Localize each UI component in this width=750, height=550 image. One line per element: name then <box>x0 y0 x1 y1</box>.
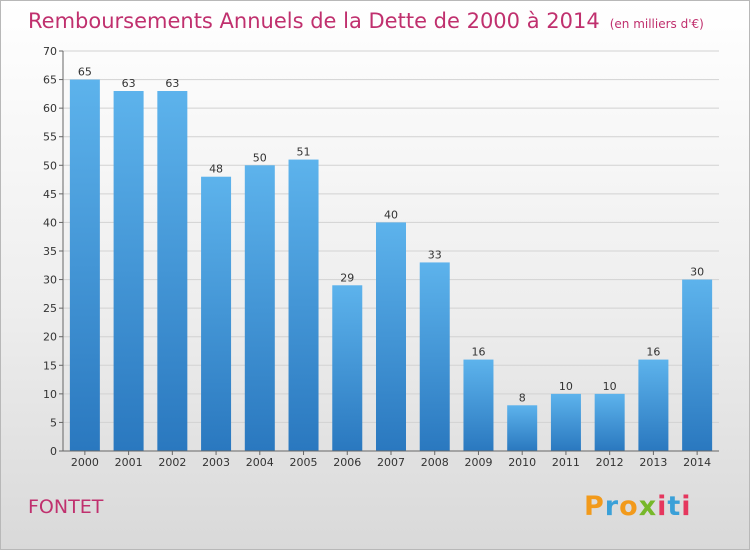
y-axis-ticks: 0 5 10 15 20 25 30 35 40 45 50 55 60 65 70 <box>43 45 63 458</box>
logo-letter: x <box>638 491 658 522</box>
logo-letter: t <box>667 491 682 522</box>
bar-value-label: 16 <box>471 346 485 359</box>
y-tick-label: 15 <box>43 359 57 372</box>
bar-value-label: 63 <box>165 77 179 90</box>
y-tick-label: 50 <box>43 159 57 172</box>
bar <box>244 165 275 452</box>
x-tick-label: 2001 <box>115 456 143 469</box>
logo-letter: i <box>681 491 692 522</box>
bar <box>69 79 100 452</box>
bar-value-label: 30 <box>690 266 704 279</box>
bar <box>157 91 188 451</box>
x-tick-label: 2004 <box>246 456 274 469</box>
x-tick-label: 2007 <box>377 456 405 469</box>
bar-value-label: 40 <box>384 208 398 221</box>
x-tick-label: 2012 <box>596 456 624 469</box>
bar-value-label: 65 <box>78 66 92 79</box>
data-labels: 65 63 63 48 50 51 29 40 33 16 8 10 10 16 30 <box>78 66 704 405</box>
title-row: Remboursements Annuels de la Dette de 20… <box>28 9 704 33</box>
y-tick-label: 70 <box>43 45 57 58</box>
x-tick-label: 2000 <box>71 456 99 469</box>
y-tick-label: 10 <box>43 388 57 401</box>
y-tick-label: 25 <box>43 302 57 315</box>
bar <box>550 393 581 451</box>
x-tick-label: 2010 <box>508 456 536 469</box>
bar <box>113 91 144 451</box>
logo-letter: r <box>604 491 620 522</box>
y-tick-label: 0 <box>50 445 57 458</box>
y-tick-label: 55 <box>43 131 57 144</box>
y-tick-label: 30 <box>43 274 57 287</box>
bar <box>288 159 319 452</box>
bar-value-label: 8 <box>519 391 526 404</box>
bar-value-label: 33 <box>428 248 442 261</box>
x-axis-ticks: 2000 2001 2002 2003 2004 2005 2006 2007 2008 2009… <box>71 451 711 469</box>
bar <box>419 262 450 451</box>
chart-title: Remboursements Annuels de la Dette de 20… <box>28 9 600 33</box>
bar-value-label: 10 <box>603 380 617 393</box>
x-tick-label: 2009 <box>464 456 492 469</box>
logo-letter: P <box>584 491 605 522</box>
logo-letter: i <box>657 491 668 522</box>
town-name: FONTET <box>28 496 104 518</box>
bar-value-label: 63 <box>122 77 136 90</box>
y-tick-label: 20 <box>43 331 57 344</box>
bar <box>376 222 406 451</box>
y-tick-label: 40 <box>43 216 57 229</box>
y-tick-label: 60 <box>43 102 57 115</box>
x-tick-label: 2003 <box>202 456 230 469</box>
bar <box>682 279 713 451</box>
x-tick-label: 2014 <box>683 456 711 469</box>
x-tick-label: 2005 <box>290 456 318 469</box>
bar <box>594 393 625 451</box>
bar <box>638 359 669 451</box>
bar-value-label: 10 <box>559 380 573 393</box>
bar-value-label: 16 <box>646 346 660 359</box>
x-tick-label: 2002 <box>158 456 186 469</box>
x-tick-label: 2011 <box>552 456 580 469</box>
logo-letter: o <box>619 491 639 522</box>
proxiti-logo[interactable]: Proxiti <box>584 491 692 522</box>
y-tick-label: 65 <box>43 74 57 87</box>
x-tick-label: 2008 <box>421 456 449 469</box>
bar <box>507 405 538 451</box>
x-tick-label: 2006 <box>333 456 361 469</box>
bar <box>332 285 363 451</box>
bar <box>201 176 232 451</box>
bar-value-label: 29 <box>340 271 354 284</box>
bar-value-label: 48 <box>209 163 223 176</box>
unit-note: (en milliers d'€) <box>609 17 704 31</box>
bars <box>69 79 713 452</box>
y-tick-label: 35 <box>43 245 57 258</box>
bar <box>463 359 494 451</box>
y-tick-label: 45 <box>43 188 57 201</box>
x-tick-label: 2013 <box>639 456 667 469</box>
bar-value-label: 51 <box>297 146 311 159</box>
bar-value-label: 50 <box>253 151 267 164</box>
y-tick-label: 5 <box>50 416 57 429</box>
